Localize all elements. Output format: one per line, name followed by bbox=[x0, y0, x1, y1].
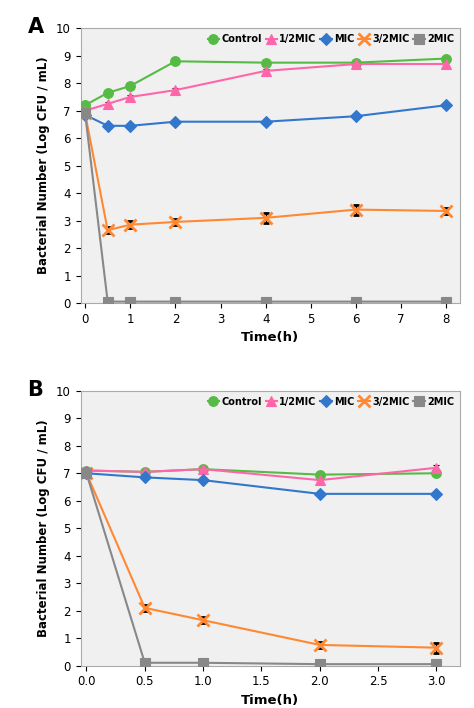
Y-axis label: Bacterial Number (Log CFU / mL): Bacterial Number (Log CFU / mL) bbox=[37, 57, 50, 275]
Y-axis label: Bacterial Number (Log CFU / mL): Bacterial Number (Log CFU / mL) bbox=[37, 419, 50, 637]
Legend: Control, 1/2MIC, MIC, 3/2MIC, 2MIC: Control, 1/2MIC, MIC, 3/2MIC, 2MIC bbox=[207, 33, 455, 45]
Legend: Control, 1/2MIC, MIC, 3/2MIC, 2MIC: Control, 1/2MIC, MIC, 3/2MIC, 2MIC bbox=[207, 396, 455, 408]
X-axis label: Time(h): Time(h) bbox=[241, 694, 299, 707]
X-axis label: Time(h): Time(h) bbox=[241, 331, 299, 344]
Text: A: A bbox=[27, 17, 44, 38]
Text: B: B bbox=[27, 380, 43, 400]
